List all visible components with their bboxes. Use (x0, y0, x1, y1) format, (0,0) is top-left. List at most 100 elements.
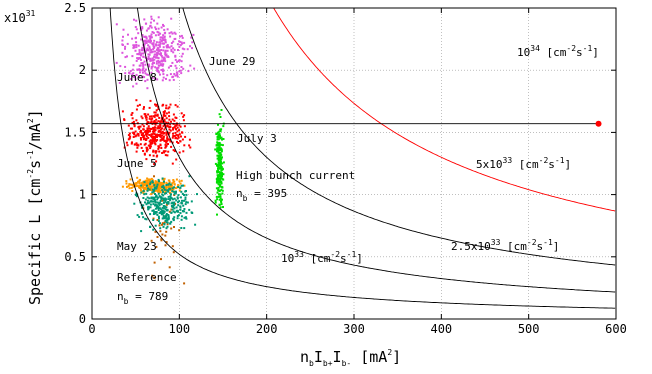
data-point (216, 135, 219, 138)
data-point (183, 194, 185, 196)
data-point (118, 81, 121, 84)
data-point (150, 197, 153, 200)
data-point (158, 41, 161, 44)
data-point (172, 113, 175, 116)
data-point (156, 198, 159, 201)
data-point (165, 144, 168, 147)
data-point (167, 143, 169, 145)
data-point (147, 181, 150, 184)
y-multiplier: x1031 (4, 9, 36, 25)
data-point (147, 125, 150, 128)
data-point (141, 190, 144, 193)
data-point (157, 31, 160, 34)
data-point (153, 111, 156, 114)
data-point (147, 205, 150, 208)
data-point (172, 47, 175, 50)
data-point (164, 51, 167, 54)
data-point (165, 104, 168, 107)
data-point (172, 51, 175, 54)
data-point (167, 195, 170, 198)
data-point (131, 127, 133, 130)
data-point (124, 56, 127, 59)
data-point (155, 56, 158, 59)
data-point (159, 189, 162, 192)
data-point (153, 196, 156, 199)
data-point (142, 136, 145, 139)
data-point (148, 65, 151, 68)
data-point (142, 47, 145, 50)
data-point (147, 49, 150, 52)
data-point (145, 188, 148, 191)
data-point (177, 134, 180, 137)
data-point (152, 42, 155, 45)
data-point (147, 53, 150, 56)
data-point (176, 105, 179, 108)
data-point (162, 69, 165, 72)
data-point (142, 216, 145, 219)
data-point (170, 211, 173, 214)
data-point (162, 49, 165, 52)
data-point (221, 178, 224, 181)
data-point (164, 41, 167, 44)
data-point (157, 187, 160, 190)
data-point (162, 76, 165, 79)
data-point (219, 149, 222, 152)
data-point (172, 128, 174, 131)
data-point (145, 187, 148, 189)
data-point (150, 50, 153, 53)
data-point (175, 178, 178, 181)
data-point (169, 73, 172, 76)
data-point (139, 71, 141, 74)
data-point (160, 208, 163, 211)
data-point (151, 142, 154, 144)
data-point (144, 68, 147, 71)
data-point (172, 40, 175, 43)
data-point (175, 206, 178, 209)
data-point (158, 201, 161, 204)
data-point (149, 36, 152, 39)
data-point (161, 56, 164, 59)
data-point (166, 28, 169, 31)
data-point (220, 182, 223, 185)
data-point (144, 22, 147, 25)
data-point (221, 192, 224, 195)
data-point (155, 245, 158, 248)
data-point (142, 183, 145, 186)
data-point (157, 71, 160, 74)
data-point (140, 131, 143, 134)
data-point (158, 44, 161, 47)
data-point (173, 186, 176, 189)
data-point (136, 104, 139, 107)
data-point (157, 188, 160, 191)
data-point (160, 69, 163, 71)
data-point (182, 204, 185, 207)
data-point (183, 210, 186, 213)
x-tick-label: 200 (256, 322, 278, 336)
y-axis-label: Specific L [cm-2s-1/mA2] (26, 109, 44, 305)
data-point (178, 45, 181, 48)
data-point (176, 60, 179, 63)
data-point (148, 47, 151, 50)
data-point (136, 144, 139, 147)
data-point (165, 203, 168, 206)
data-point (157, 207, 160, 210)
data-point (159, 144, 162, 147)
data-point (163, 58, 166, 60)
data-point (152, 139, 155, 142)
data-point (160, 55, 163, 57)
data-point (163, 112, 166, 115)
data-point (176, 137, 179, 140)
data-point (219, 175, 222, 178)
data-point (166, 139, 169, 142)
data-point (185, 190, 187, 192)
data-point (175, 199, 178, 202)
curve-label-5e33: 5x1033 [cm-2s-1] (476, 156, 571, 171)
data-point (146, 121, 149, 124)
data-point (152, 209, 155, 212)
data-point (150, 185, 153, 188)
data-point (157, 202, 160, 205)
data-point (159, 230, 162, 233)
data-point (148, 188, 151, 191)
data-point (130, 142, 133, 145)
data-point (176, 43, 179, 46)
